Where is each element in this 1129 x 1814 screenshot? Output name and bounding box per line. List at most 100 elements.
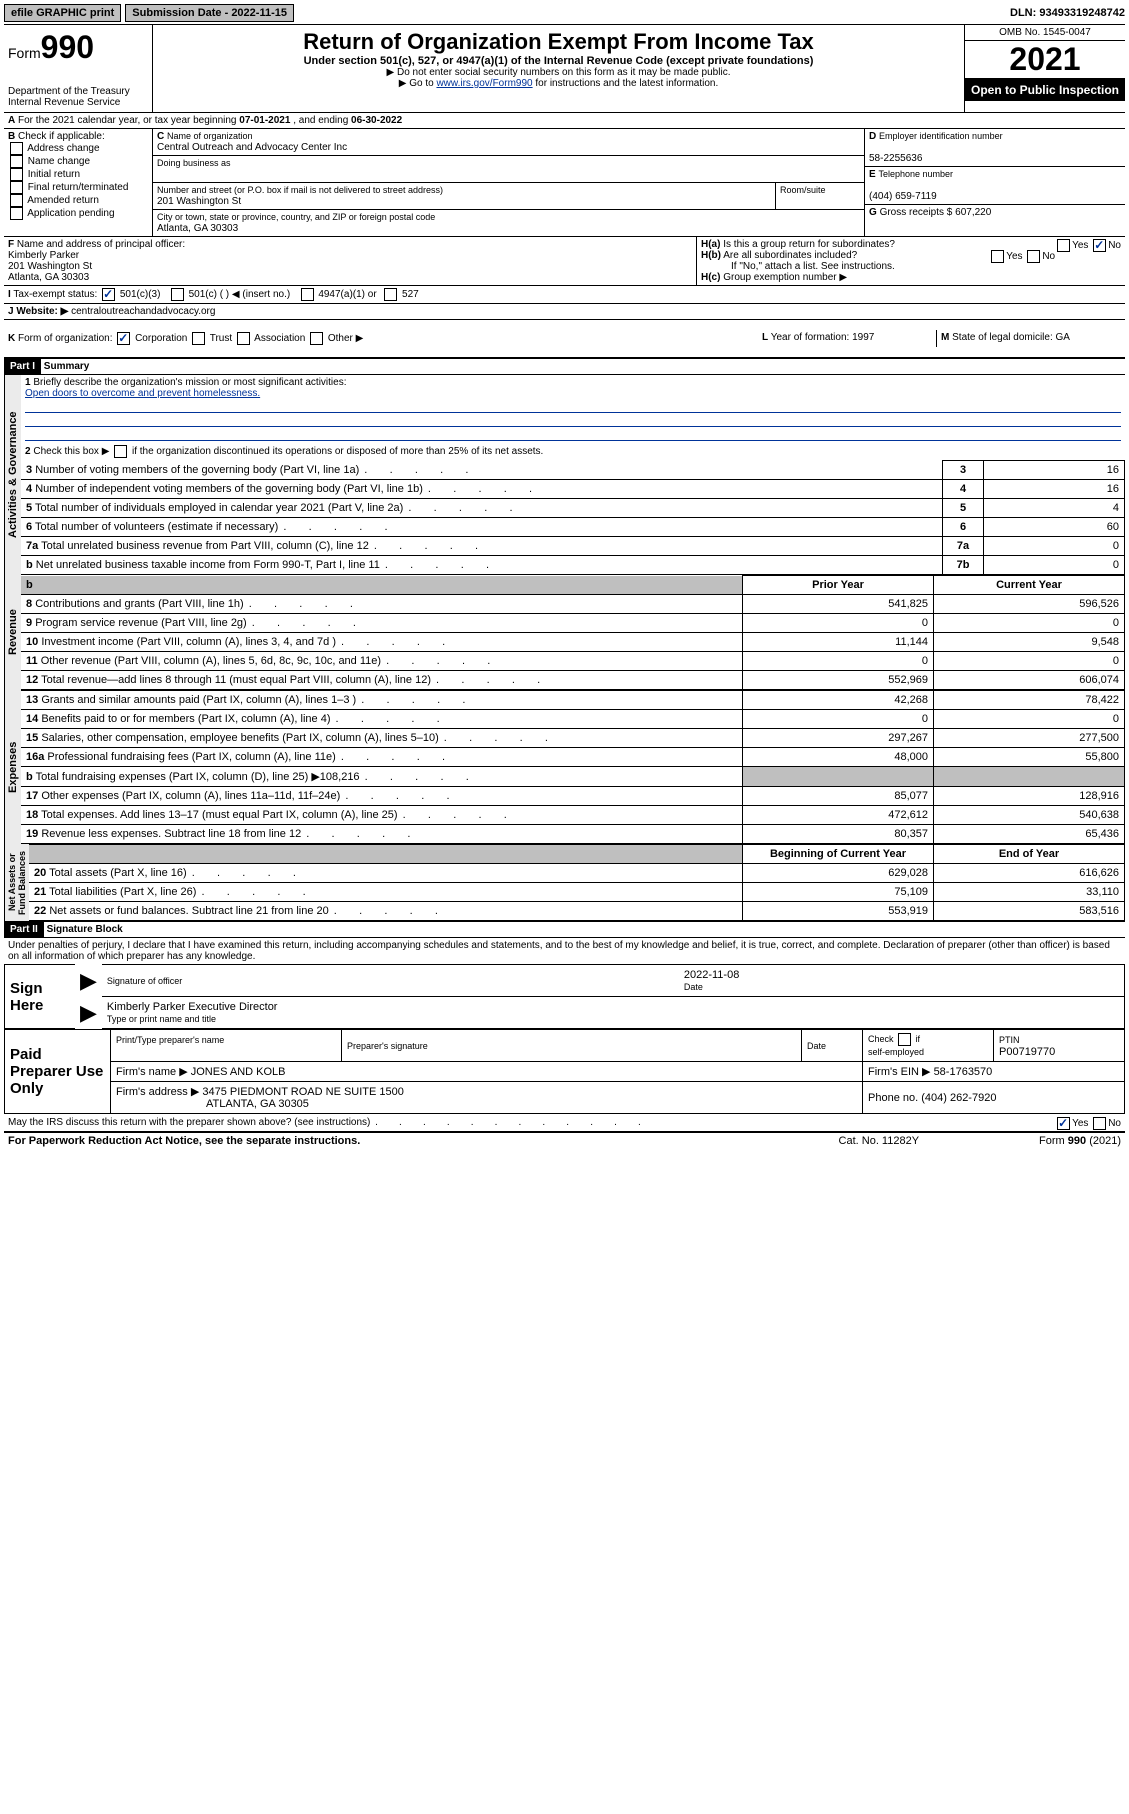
K-3: Other ▶ [328,333,363,344]
A-text: For the 2021 calendar year, or tax year … [18,115,239,126]
B-lbl: Check if applicable: [18,131,105,142]
H-c: Group exemption number ▶ [723,272,847,283]
chk-q2[interactable] [114,445,127,458]
chk-amended[interactable] [10,194,23,207]
sub3a: ▶ Go to [399,78,437,89]
C-addr-lbl: Number and street (or P.O. box if mail i… [157,185,443,195]
paperwork: For Paperwork Reduction Act Notice, see … [8,1135,360,1147]
paid-preparer: Paid Preparer Use Only [5,1030,111,1114]
G-lbl: Gross receipts $ [880,207,953,218]
B-5: Application pending [27,208,114,219]
cat: Cat. No. 11282Y [839,1135,920,1147]
C-addr: 201 Washington St [157,196,241,207]
L-val: 1997 [852,332,874,343]
chk-other[interactable] [310,332,323,345]
title: Return of Organization Exempt From Incom… [157,29,960,55]
I-1: 501(c) ( ) ◀ (insert no.) [189,289,291,300]
chk-pending[interactable] [10,207,23,220]
A-begin: 07-01-2021 [239,115,290,126]
H-b: Are all subordinates included? [723,250,857,261]
H-a: Is this a group return for subordinates? [723,239,895,250]
chk-initial[interactable] [10,168,23,181]
B-4: Amended return [27,195,99,206]
B-1: Name change [28,156,90,167]
chk-4947[interactable] [301,288,314,301]
chk-527[interactable] [384,288,397,301]
chk-final[interactable] [10,181,23,194]
block-BCDE: B Check if applicable: Address change Na… [4,129,1125,237]
vert-expenses: Expenses [4,690,21,844]
open-public: Open to Public Inspection [965,79,1125,101]
C-city: Atlanta, GA 30303 [157,223,238,234]
I-lbl: Tax-exempt status: [13,289,97,300]
sub2: ▶ Do not enter social security numbers o… [157,67,960,78]
efile-btn[interactable]: efile GRAPHIC print [4,4,121,22]
sig-date: 2022-11-08 [684,969,739,981]
vert-net: Net Assets orFund Balances [4,844,29,921]
prep-name-lbl: Print/Type preparer's name [116,1035,224,1045]
chk-discuss-no[interactable] [1093,1117,1106,1130]
chk-assoc[interactable] [237,332,250,345]
F-addr1: 201 Washington St [8,261,92,272]
chk-Hb-no[interactable] [1027,250,1040,263]
chk-trust[interactable] [192,332,205,345]
part2-label: Part II [4,922,44,937]
L-lbl: Year of formation: [771,332,850,343]
sign-table: Sign Here ▶ Signature of officer 2022-11… [4,964,1125,1029]
q1: Briefly describe the organization's miss… [33,377,346,388]
gov-table: 3 Number of voting members of the govern… [21,460,1125,575]
F-addr2: Atlanta, GA 30303 [8,272,89,283]
revenue-block: Revenue bPrior YearCurrent Year8 Contrib… [4,575,1125,690]
prep-date-lbl: Date [807,1041,826,1051]
firm-ein: 58-1763570 [934,1066,993,1078]
part2-title: Signature Block [47,924,123,935]
dept: Department of the Treasury [8,86,148,97]
dln: DLN: 93493319248742 [1010,7,1125,19]
discuss: May the IRS discuss this return with the… [8,1117,370,1128]
C-city-lbl: City or town, state or province, country… [157,212,435,222]
part1-title: Summary [44,361,90,372]
chk-corp[interactable] [117,332,130,345]
chk-501c[interactable] [171,288,184,301]
G-val: 607,220 [955,207,991,218]
chk-Ha-yes[interactable] [1057,239,1070,252]
E-val: (404) 659-7119 [869,191,937,202]
M-lbl: State of legal domicile: [952,332,1053,343]
firm-addr: 3475 PIEDMONT ROAD NE SUITE 1500 [202,1086,404,1098]
chk-selfemp[interactable] [898,1033,911,1046]
mission[interactable]: Open doors to overcome and prevent homel… [25,388,260,399]
sign-here: Sign Here [5,965,76,1029]
K-2: Association [254,333,305,344]
submission-btn[interactable]: Submission Date - 2022-11-15 [125,4,294,22]
B-2: Initial return [28,169,80,180]
chk-501c3[interactable] [102,288,115,301]
chk-Hb-yes[interactable] [991,250,1004,263]
H-note: If "No," attach a list. See instructions… [701,261,895,272]
K-1: Trust [210,333,232,344]
netassets-block: Net Assets orFund Balances Beginning of … [4,844,1125,921]
chk-address[interactable] [10,142,23,155]
C-name-lbl: Name of organization [167,131,253,141]
date-lbl: Date [684,982,703,992]
vert-revenue: Revenue [4,575,21,690]
footer: For Paperwork Reduction Act Notice, see … [4,1133,1125,1149]
form990-link[interactable]: www.irs.gov/Form990 [436,78,532,89]
form-lbl: Form [8,45,41,61]
K-lbl: Form of organization: [18,333,113,344]
form-no: 990 [41,29,94,65]
chk-discuss-yes[interactable] [1057,1117,1070,1130]
firm-name: JONES AND KOLB [191,1066,286,1078]
line-KLM: K Form of organization: Corporation Trus… [4,320,1125,358]
firm-name-lbl: Firm's name ▶ [116,1066,188,1078]
line-I: I Tax-exempt status: 501(c)(3) 501(c) ( … [4,286,1125,304]
q2: Check this box ▶ if the organization dis… [33,446,543,457]
chk-Ha-no[interactable] [1093,239,1106,252]
phone: (404) 262-7920 [921,1092,996,1104]
rev-table: bPrior YearCurrent Year8 Contributions a… [21,575,1125,690]
net-table: Beginning of Current YearEnd of Year20 T… [29,844,1125,921]
F-name: Kimberly Parker [8,250,79,261]
chk-name[interactable] [10,155,23,168]
M-val: GA [1056,332,1070,343]
B-3: Final return/terminated [28,182,129,193]
part1-hdr: Part I Summary [4,358,1125,375]
